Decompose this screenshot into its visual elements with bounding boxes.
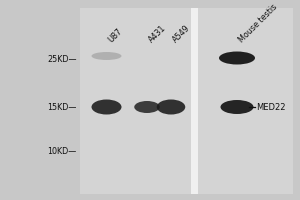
Bar: [190, 8, 198, 194]
Ellipse shape: [220, 100, 254, 114]
Ellipse shape: [134, 101, 160, 113]
Ellipse shape: [92, 52, 122, 60]
Text: A431: A431: [147, 23, 168, 44]
Text: 25KD—: 25KD—: [47, 54, 76, 64]
Ellipse shape: [92, 99, 122, 114]
Text: Mouse testis: Mouse testis: [237, 2, 279, 44]
Text: 10KD—: 10KD—: [47, 148, 76, 156]
Ellipse shape: [157, 99, 185, 114]
Text: MED22: MED22: [256, 102, 286, 112]
Text: 15KD—: 15KD—: [47, 102, 76, 112]
Text: A549: A549: [171, 23, 192, 44]
Ellipse shape: [219, 51, 255, 64]
Bar: [80, 8, 292, 194]
Text: U87: U87: [106, 26, 124, 44]
